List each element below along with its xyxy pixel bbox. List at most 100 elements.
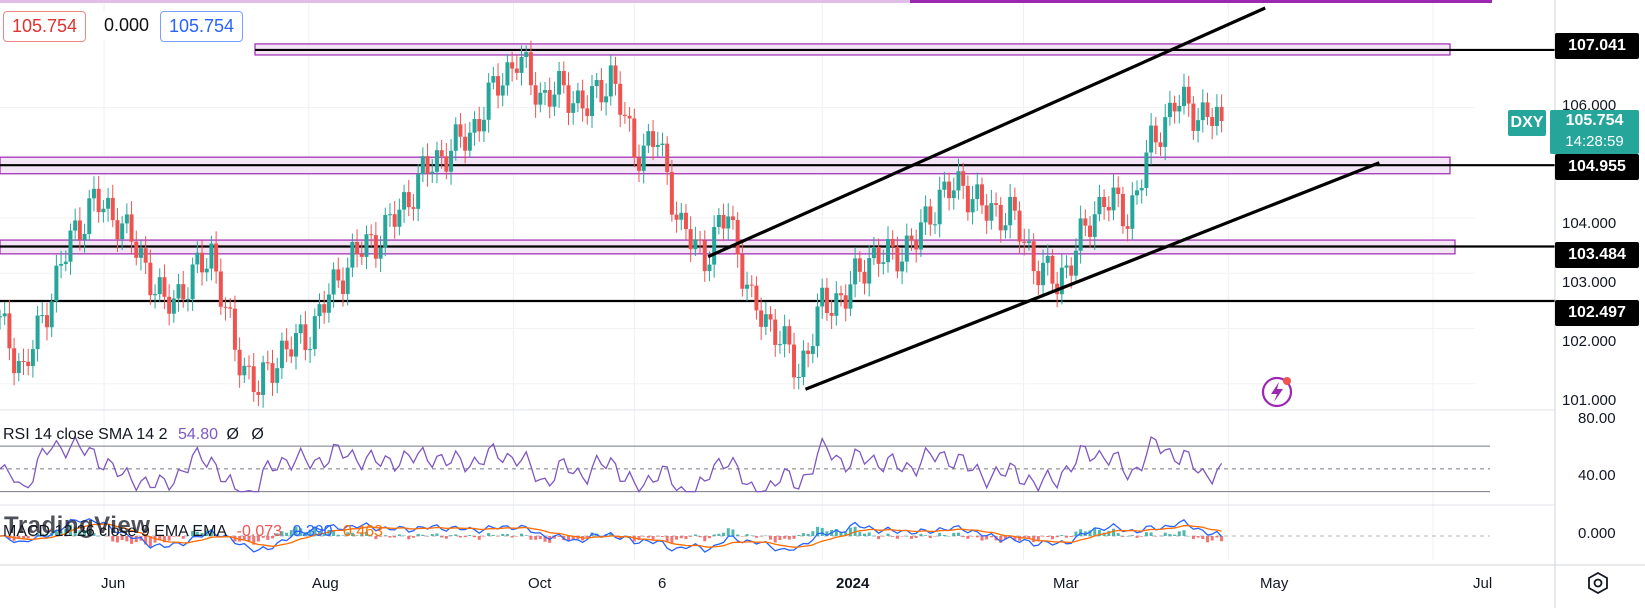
top-zone-light (0, 0, 910, 3)
macd-hist-bar-203 (952, 532, 956, 536)
macd-hist-bar-139 (651, 536, 655, 540)
macd-hist-bar-150 (703, 536, 707, 542)
macd-hist-bar-245 (1149, 532, 1153, 536)
macd-hist-bar-198 (928, 536, 932, 539)
candle-body-184 (862, 271, 867, 284)
macd-hist-bar-16 (73, 526, 77, 536)
candle-body-241 (1130, 195, 1135, 229)
macd-hist-bar-92 (430, 534, 434, 536)
candle-body-139 (651, 131, 656, 147)
candle-body-28 (129, 214, 134, 242)
candle-body-149 (698, 239, 703, 241)
macd-hist-bar-98 (458, 536, 462, 538)
candle-body-75 (350, 241, 355, 268)
macd-hist-bar-75 (350, 532, 354, 536)
lightning-alert-icon[interactable] (1260, 375, 1294, 409)
macd-hist-bar-258 (1210, 536, 1214, 541)
macd-hist-bar-84 (393, 536, 397, 538)
macd-hist-bar-104 (487, 533, 491, 536)
candle-body-38 (176, 284, 181, 299)
candle-body-76 (355, 241, 360, 255)
macd-hist-bar-135 (632, 536, 636, 542)
macd-hist-bar-18 (83, 530, 87, 536)
candle-body-187 (876, 246, 881, 264)
bid-price[interactable]: 105.754 (3, 11, 87, 42)
candle-body-8 (35, 315, 40, 350)
macd-hist-bar-149 (698, 536, 702, 538)
macd-hist-bar-57 (266, 536, 270, 540)
candle-body-142 (665, 143, 670, 173)
candle-body-249 (1167, 102, 1172, 118)
time-tick-oct: Oct (528, 575, 552, 592)
price-tick-101: 101.000 (1562, 392, 1617, 409)
candle-body-239 (1120, 193, 1125, 227)
candle-body-97 (453, 124, 458, 151)
macd-hist-bar-54 (252, 536, 256, 545)
macd-hist-bar-116 (543, 536, 547, 542)
candle-body-118 (552, 94, 557, 107)
candle-body-259 (1214, 106, 1219, 126)
macd-hist-bar-67 (313, 527, 317, 536)
macd-hist-bar-164 (769, 536, 773, 540)
level-tag-107041: 107.041 (1555, 33, 1639, 59)
macd-hist-bar-187 (877, 536, 881, 540)
candle-body-117 (547, 90, 552, 107)
macd-hist-bar-153 (717, 533, 721, 536)
candle-body-190 (890, 238, 895, 247)
candle-body-13 (59, 263, 64, 266)
macd-hist-bar-184 (863, 533, 867, 536)
macd-hist-bar-60 (280, 531, 284, 536)
candle-body-25 (115, 220, 120, 240)
macd-hist-value: -0.073 (236, 523, 283, 540)
macd-hist-bar-74 (346, 532, 350, 536)
macd-hist-bar-111 (520, 533, 524, 536)
macd-hist-bar-189 (886, 533, 890, 536)
candle-body-66 (308, 349, 313, 351)
macd-hist-bar-8 (36, 533, 40, 536)
candle-body-31 (143, 248, 148, 263)
macd-hist-bar-121 (567, 536, 571, 542)
macd-hist-bar-160 (750, 535, 754, 536)
macd-hist-bar-119 (557, 536, 561, 537)
macd-hist-bar-142 (665, 536, 669, 543)
candle-body-178 (834, 293, 839, 316)
candle-body-82 (383, 214, 388, 248)
candle-body-193 (904, 235, 909, 262)
macd-hist-bar-95 (444, 536, 448, 539)
ask-price[interactable]: 105.754 (160, 11, 244, 42)
candle-body-191 (895, 246, 900, 272)
macd-hist-bar-249 (1168, 534, 1172, 536)
macd-hist-bar-28 (130, 536, 134, 544)
macd-hist-bar-234 (1097, 529, 1101, 536)
macd-value: 0.390 (292, 523, 333, 540)
candle-body-202 (947, 181, 952, 199)
candle-body-204 (956, 171, 961, 191)
candle-body-154 (721, 215, 726, 229)
candle-body-145 (679, 212, 684, 220)
candle-body-17 (77, 220, 82, 240)
macd-hist-bar-122 (571, 536, 575, 540)
macd-hist-bar-200 (938, 533, 942, 536)
macd-hist-bar-6 (26, 536, 30, 539)
candle-body-91 (425, 156, 430, 174)
candle-body-231 (1083, 218, 1088, 226)
price-tick-106: 106.000 (1562, 97, 1617, 114)
settings-gear-icon[interactable] (1587, 572, 1609, 594)
macd-hist-bar-148 (693, 534, 697, 536)
candle-body-104 (486, 82, 491, 120)
candle-body-248 (1163, 117, 1168, 147)
candle-body-230 (1078, 218, 1083, 251)
candle-body-15 (68, 230, 73, 262)
macd-hist-bar-157 (736, 534, 740, 536)
macd-hist-bar-53 (247, 536, 251, 543)
candle-body-258 (1210, 117, 1215, 126)
macd-hist-bar-251 (1177, 531, 1181, 536)
macd-hist-bar-59 (275, 533, 279, 536)
candle-body-10 (44, 315, 49, 328)
macd-hist-bar-155 (726, 528, 730, 536)
macd-hist-bar-20 (92, 533, 96, 536)
candle-body-232 (1088, 225, 1093, 237)
macd-hist-bar-197 (924, 535, 928, 536)
macd-hist-bar-180 (844, 532, 848, 536)
